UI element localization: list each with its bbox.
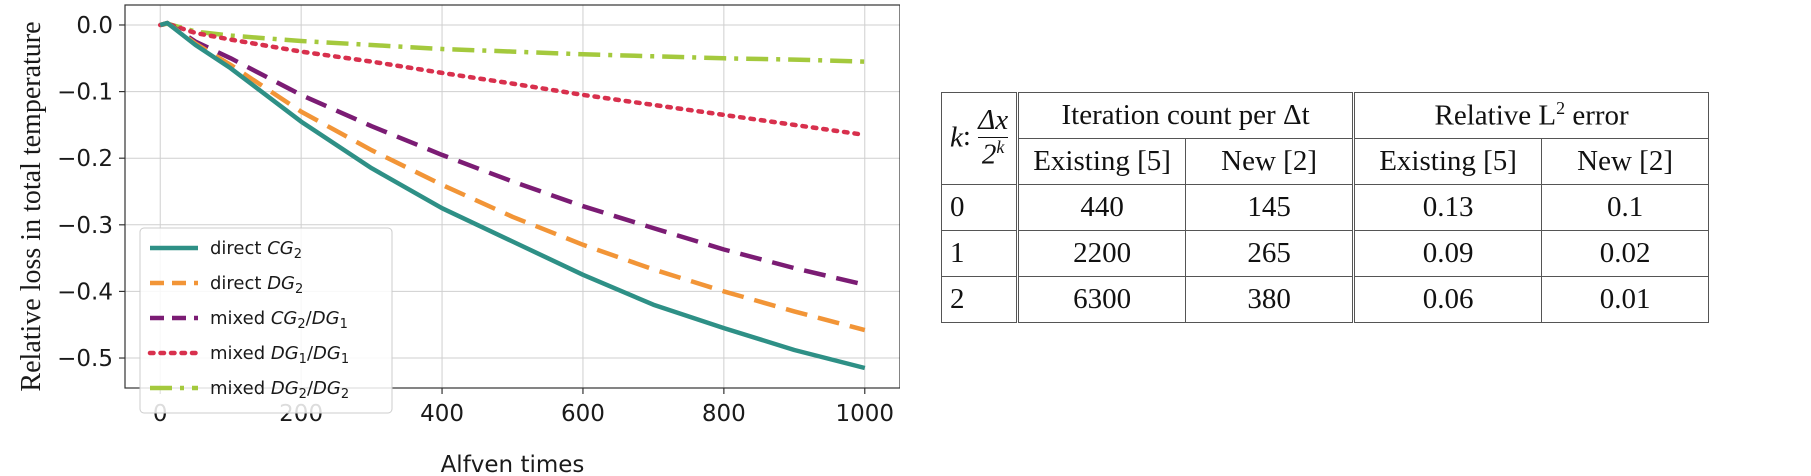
iteration-count-header: Iteration count per Δt — [1017, 92, 1356, 139]
table-cell: 0.09 — [1353, 230, 1543, 277]
row-k-cell: 0 — [940, 184, 1020, 231]
table-cell: 6300 — [1017, 276, 1187, 323]
table-subheader-row: Existing [5] New [2] Existing [5] New [2… — [942, 138, 1710, 185]
error-header-suffix: error — [1565, 99, 1629, 132]
fraction-exponent: k — [996, 137, 1005, 158]
series-line — [157, 21, 868, 138]
table-cell: 2200 — [1017, 230, 1187, 277]
series-lines — [157, 20, 868, 371]
fraction-numerator: Δx — [978, 104, 1009, 137]
x-tick-label: 600 — [561, 401, 605, 427]
y-tick-label: 0.0 — [76, 13, 113, 39]
table-header-row: k: Δx 2k Iteration count per Δt Relative… — [940, 92, 1710, 185]
table-cell: 380 — [1185, 276, 1356, 323]
line-chart: 0 200 400 600 800 1000 0.0−0.1−0.2−0.3−0.4−0.… — [16, 4, 900, 476]
legend-label: direct DG2 — [210, 273, 303, 297]
error-header-text: Relative L — [1434, 99, 1557, 132]
results-table: k: Δx 2k Iteration count per Δt Relative… — [940, 92, 1710, 323]
table-cell: 145 — [1185, 184, 1356, 231]
k-header-cell: k: Δx 2k — [940, 92, 1020, 185]
k-label: k — [950, 122, 963, 154]
legend: direct CG2 direct DG2 mixed CG2/DG1 mixed D… — [139, 227, 393, 414]
x-axis-label: Alfven times — [441, 452, 585, 476]
x-tick-label: 400 — [420, 401, 464, 427]
y-tick-label: −0.4 — [57, 279, 113, 305]
y-tick-label: −0.5 — [57, 346, 113, 372]
y-axis-label: Relative loss in total temperature — [16, 21, 47, 391]
table-row: 0 440 145 0.13 0.1 — [940, 184, 1710, 231]
row-k-cell: 1 — [940, 230, 1020, 277]
table-row: 1 2200 265 0.09 0.02 — [940, 230, 1710, 277]
legend-label: mixed DG2/DG2 — [210, 378, 349, 402]
table-cell: 0.1 — [1541, 184, 1710, 231]
fraction-denominator: 2 — [981, 138, 997, 171]
table-cell: 0.06 — [1353, 276, 1543, 323]
legend-label: mixed DG1/DG1 — [210, 343, 349, 367]
row-k-cell: 2 — [940, 276, 1020, 323]
table-cell: 0.01 — [1541, 276, 1710, 323]
table-cell: 0.02 — [1541, 230, 1710, 277]
error-header-sup: 2 — [1556, 98, 1566, 119]
y-tick-label: −0.3 — [57, 213, 113, 239]
legend-label: direct CG2 — [210, 238, 302, 262]
subheader-new-err: New [2] — [1541, 138, 1710, 185]
series-line — [159, 21, 865, 64]
x-tick-label: 1000 — [835, 401, 894, 427]
subheader-existing-err: Existing [5] — [1353, 138, 1543, 185]
y-tick-label: −0.2 — [57, 146, 113, 172]
table-cell: 0.13 — [1353, 184, 1543, 231]
dx-fraction: Δx 2k — [978, 104, 1009, 171]
relative-error-header: Relative L2 error — [1353, 92, 1710, 139]
y-axis-ticks: 0.0 −0.1 −0.2 −0.3 −0.4 −0.5 — [57, 13, 125, 372]
table-cell: 265 — [1185, 230, 1356, 277]
subheader-new-iter: New [2] — [1185, 138, 1356, 185]
table-cell: 440 — [1017, 184, 1187, 231]
y-tick-label: −0.1 — [57, 80, 113, 106]
table-row: 2 6300 380 0.06 0.01 — [940, 276, 1710, 323]
series-line — [159, 20, 866, 371]
legend-box — [139, 227, 393, 414]
legend-label: mixed CG2/DG1 — [210, 308, 348, 332]
subheader-existing-iter: Existing [5] — [1017, 138, 1187, 185]
plot-frame — [124, 4, 900, 389]
x-tick-label: 800 — [702, 401, 746, 427]
